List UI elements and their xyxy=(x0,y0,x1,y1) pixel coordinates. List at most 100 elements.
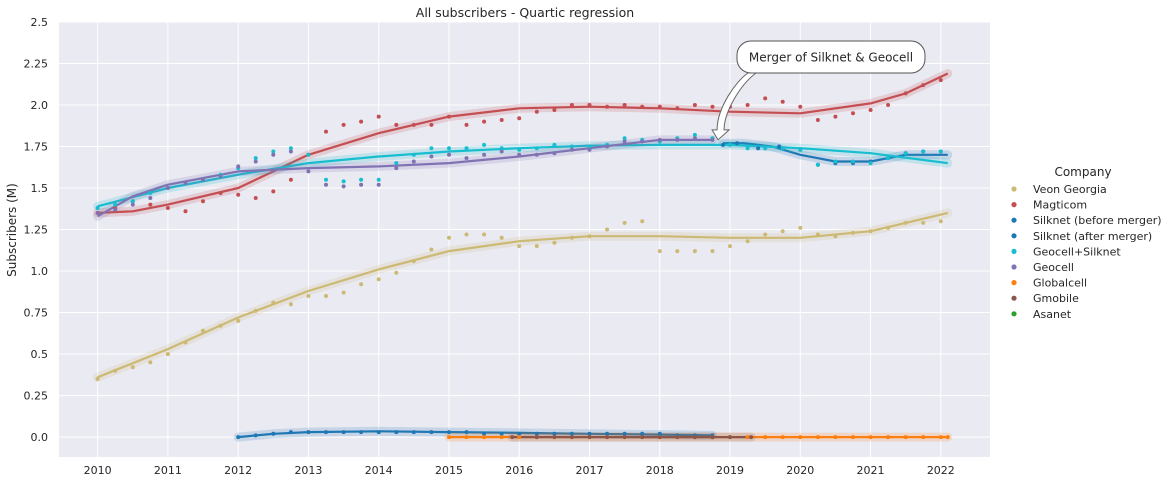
legend-label: Geocell+Silknet xyxy=(1033,245,1121,258)
legend-marker xyxy=(1011,186,1017,192)
data-point xyxy=(798,147,803,152)
data-point xyxy=(552,142,557,147)
y-tick-label: 2.5 xyxy=(31,16,49,29)
data-point xyxy=(376,430,381,435)
legend-marker xyxy=(1011,202,1017,208)
legend-marker xyxy=(1011,233,1017,239)
data-point xyxy=(622,220,627,225)
data-point xyxy=(745,239,750,244)
data-point xyxy=(622,103,627,107)
data-point xyxy=(534,244,539,249)
data-point xyxy=(253,308,258,313)
data-point xyxy=(95,210,100,215)
data-point xyxy=(552,431,557,436)
data-point xyxy=(359,430,364,435)
data-point xyxy=(552,151,557,156)
data-point xyxy=(886,103,891,107)
x-tick-label: 2022 xyxy=(927,464,955,477)
data-point xyxy=(903,220,908,225)
data-point xyxy=(777,144,782,149)
data-point xyxy=(692,435,697,440)
data-point xyxy=(569,235,574,240)
data-point xyxy=(780,229,785,234)
data-point xyxy=(675,106,680,111)
data-point xyxy=(341,179,346,184)
data-point xyxy=(429,122,434,127)
data-point xyxy=(218,174,223,179)
data-point xyxy=(447,114,451,119)
data-point xyxy=(288,149,293,154)
data-point xyxy=(411,159,416,164)
data-point xyxy=(183,209,188,214)
data-point xyxy=(886,435,891,440)
x-tick-label: 2010 xyxy=(84,464,112,477)
data-point xyxy=(148,196,153,200)
legend-entries: Veon Georgia Magticom Silknet (before merg… xyxy=(1011,183,1162,321)
data-point xyxy=(288,302,293,307)
data-point xyxy=(851,159,855,164)
data-point xyxy=(938,219,943,224)
data-point xyxy=(288,177,293,182)
data-point xyxy=(587,144,592,149)
data-point xyxy=(692,103,697,107)
data-point xyxy=(728,244,732,249)
data-point xyxy=(640,139,645,144)
annotation-text: Merger of Silknet & Geocell xyxy=(749,51,913,65)
data-point xyxy=(411,259,416,264)
data-point xyxy=(306,152,311,157)
data-point xyxy=(429,247,434,252)
data-point xyxy=(324,177,328,182)
data-point xyxy=(411,152,416,157)
data-point xyxy=(622,136,627,141)
data-point xyxy=(833,435,838,440)
data-point xyxy=(271,189,276,194)
data-point xyxy=(517,147,522,152)
data-point xyxy=(763,435,768,440)
data-point xyxy=(464,435,469,440)
y-tick-label: 0.0 xyxy=(31,431,49,444)
data-point xyxy=(728,435,732,440)
data-point xyxy=(482,431,487,436)
data-point xyxy=(201,199,205,204)
data-point xyxy=(886,225,891,230)
data-point xyxy=(833,234,838,239)
data-point xyxy=(675,249,680,254)
data-point xyxy=(394,161,399,166)
data-point xyxy=(499,235,504,240)
data-point xyxy=(721,142,725,147)
data-point xyxy=(622,139,627,144)
data-point xyxy=(482,119,487,124)
data-point xyxy=(798,435,803,440)
data-point xyxy=(464,156,469,161)
data-point xyxy=(341,184,346,189)
data-point xyxy=(815,118,820,122)
data-point xyxy=(710,435,715,440)
data-point xyxy=(95,377,100,381)
data-point xyxy=(815,232,820,237)
data-point xyxy=(429,154,434,159)
data-point xyxy=(622,431,627,436)
data-point xyxy=(605,104,610,109)
data-point xyxy=(517,431,522,436)
data-point xyxy=(938,78,943,83)
data-point xyxy=(447,430,451,435)
data-point xyxy=(499,146,504,151)
data-point xyxy=(510,435,515,440)
y-axis-label: Subscribers (M) xyxy=(5,183,19,277)
data-point xyxy=(464,430,469,435)
data-point xyxy=(130,365,135,370)
merger-annotation: Merger of Silknet & Geocell xyxy=(711,40,926,141)
data-point xyxy=(271,300,276,305)
data-points xyxy=(95,78,950,440)
data-point xyxy=(534,431,539,436)
data-point xyxy=(218,323,223,328)
x-tick-label: 2020 xyxy=(786,464,814,477)
data-point xyxy=(692,132,697,137)
annotation-arrow xyxy=(711,72,758,141)
x-tick-label: 2015 xyxy=(435,464,463,477)
data-point xyxy=(921,149,926,154)
data-point xyxy=(657,435,662,440)
y-tick-label: 0.25 xyxy=(24,390,49,403)
data-point xyxy=(552,108,557,112)
